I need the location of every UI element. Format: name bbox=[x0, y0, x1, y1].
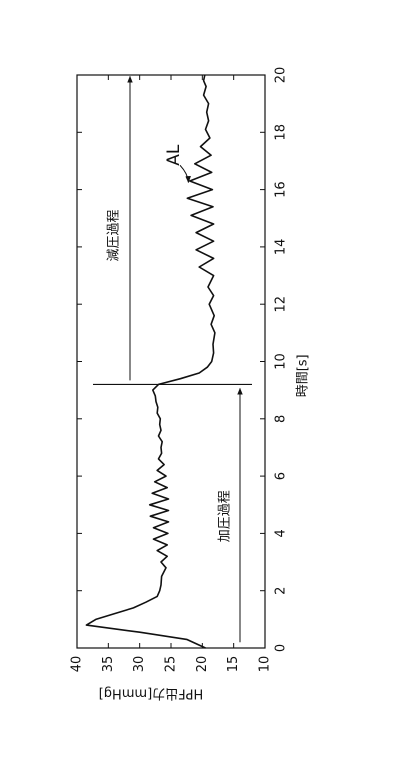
x-tick-label: 4 bbox=[274, 529, 289, 537]
al-leader-arrow bbox=[179, 164, 191, 184]
pressurization-label: 加圧過程 bbox=[218, 490, 233, 542]
al-label: AL bbox=[164, 144, 184, 166]
x-tick-label: 16 bbox=[274, 181, 289, 198]
x-tick-label: 20 bbox=[274, 67, 289, 84]
depressurization-label: 減圧過程 bbox=[106, 209, 122, 261]
x-tick-label: 14 bbox=[274, 239, 289, 256]
y-axis-label: HPF出力[mmHg] bbox=[99, 686, 204, 701]
x-tick-label: 10 bbox=[274, 353, 289, 370]
y-tick-label: 20 bbox=[195, 656, 210, 673]
x-tick-label: 8 bbox=[274, 415, 289, 423]
x-tick-label: 2 bbox=[274, 587, 289, 595]
y-tick-label: 30 bbox=[132, 656, 147, 673]
x-tick-label: 0 bbox=[274, 644, 289, 652]
y-tick-label: 35 bbox=[101, 656, 116, 673]
y-tick-label: 10 bbox=[258, 656, 273, 673]
x-tick-label: 12 bbox=[274, 296, 289, 313]
x-axis-label: 時間[s] bbox=[296, 354, 311, 397]
y-tick-label: 25 bbox=[164, 656, 179, 673]
y-tick-label: 15 bbox=[226, 656, 241, 673]
series-line bbox=[85, 74, 216, 649]
y-tick-label: 40 bbox=[70, 656, 85, 673]
x-tick-label: 18 bbox=[274, 124, 289, 141]
x-tick-label: 6 bbox=[274, 472, 289, 480]
